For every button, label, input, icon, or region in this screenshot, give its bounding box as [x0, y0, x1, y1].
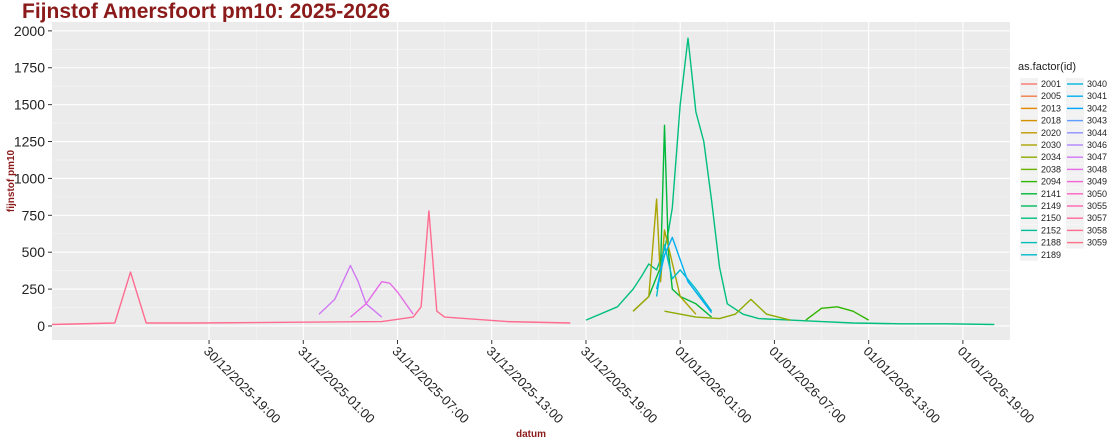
plot-panel [52, 22, 1010, 340]
legend-label-3046: 3046 [1087, 140, 1107, 150]
legend-title: as.factor(id) [1018, 61, 1076, 73]
legend-label-2013: 2013 [1041, 103, 1061, 113]
y-tick-label: 2000 [14, 23, 45, 39]
legend-label-3050: 3050 [1087, 189, 1107, 199]
legend-label-2020: 2020 [1041, 128, 1061, 138]
legend-label-2094: 2094 [1041, 177, 1061, 187]
x-tick-label: 30/12/2025-19:00 [201, 344, 284, 427]
legend-label-2188: 2188 [1041, 238, 1061, 248]
legend-label-3059: 3059 [1087, 238, 1107, 248]
legend-label-3055: 3055 [1087, 201, 1107, 211]
x-tick-label: 01/01/2026-19:00 [955, 344, 1038, 427]
chart-title: Fijnstof Amersfoort pm10: 2025-2026 [22, 0, 391, 23]
y-tick-label: 1750 [14, 60, 45, 76]
legend-label-2018: 2018 [1041, 116, 1061, 126]
y-tick-label: 500 [22, 244, 46, 260]
legend-label-3042: 3042 [1087, 103, 1107, 113]
legend-label-3058: 3058 [1087, 225, 1107, 235]
legend-label-2141: 2141 [1041, 189, 1061, 199]
series-line-3048 [349, 281, 414, 318]
x-tick-label: 01/01/2026-01:00 [672, 344, 755, 427]
legend-label-3057: 3057 [1087, 213, 1107, 223]
y-axis-title: fijnstof pm10 [6, 149, 17, 212]
legend-label-3047: 3047 [1087, 152, 1107, 162]
series-line-2030 [632, 198, 697, 315]
y-tick-label: 1000 [14, 170, 45, 186]
y-tick-label: 0 [37, 318, 45, 334]
series-line-2034 [664, 298, 791, 321]
series-line-3041 [655, 236, 713, 314]
series-line-2141 [632, 124, 713, 318]
legend-label-2001: 2001 [1041, 79, 1061, 89]
legend-label-2150: 2150 [1041, 213, 1061, 223]
y-tick-label: 1250 [14, 134, 45, 150]
x-tick-label: 31/12/2025-01:00 [295, 344, 378, 427]
legend-label-3044: 3044 [1087, 128, 1107, 138]
legend-label-2034: 2034 [1041, 152, 1061, 162]
x-tick-label: 01/01/2026-13:00 [861, 344, 944, 427]
x-tick-label: 01/01/2026-07:00 [766, 344, 849, 427]
series-line-2150 [585, 37, 995, 326]
legend-label-3049: 3049 [1087, 177, 1107, 187]
x-tick-label: 31/12/2025-13:00 [484, 344, 567, 427]
legend-label-2030: 2030 [1041, 140, 1061, 150]
legend-label-3040: 3040 [1087, 79, 1107, 89]
y-tick-label: 1500 [14, 97, 45, 113]
legend-label-2038: 2038 [1041, 164, 1061, 174]
y-tick-label: 250 [22, 281, 46, 297]
x-tick-label: 31/12/2025-07:00 [389, 344, 472, 427]
legend-label-3041: 3041 [1087, 91, 1107, 101]
series-line-2094 [805, 306, 870, 321]
series-line-3047 [318, 264, 383, 318]
legend-label-2152: 2152 [1041, 225, 1061, 235]
y-tick-label: 750 [22, 207, 46, 223]
x-tick-label: 31/12/2025-19:00 [578, 344, 661, 427]
legend-label-2005: 2005 [1041, 91, 1061, 101]
x-axis-title: datum [516, 429, 546, 440]
legend-label-3048: 3048 [1087, 164, 1107, 174]
series-line-2189 [655, 244, 713, 312]
legend-label-3043: 3043 [1087, 116, 1107, 126]
legend-label-2189: 2189 [1041, 250, 1061, 260]
series-line-3058 [51, 210, 571, 326]
legend-label-2149: 2149 [1041, 201, 1061, 211]
